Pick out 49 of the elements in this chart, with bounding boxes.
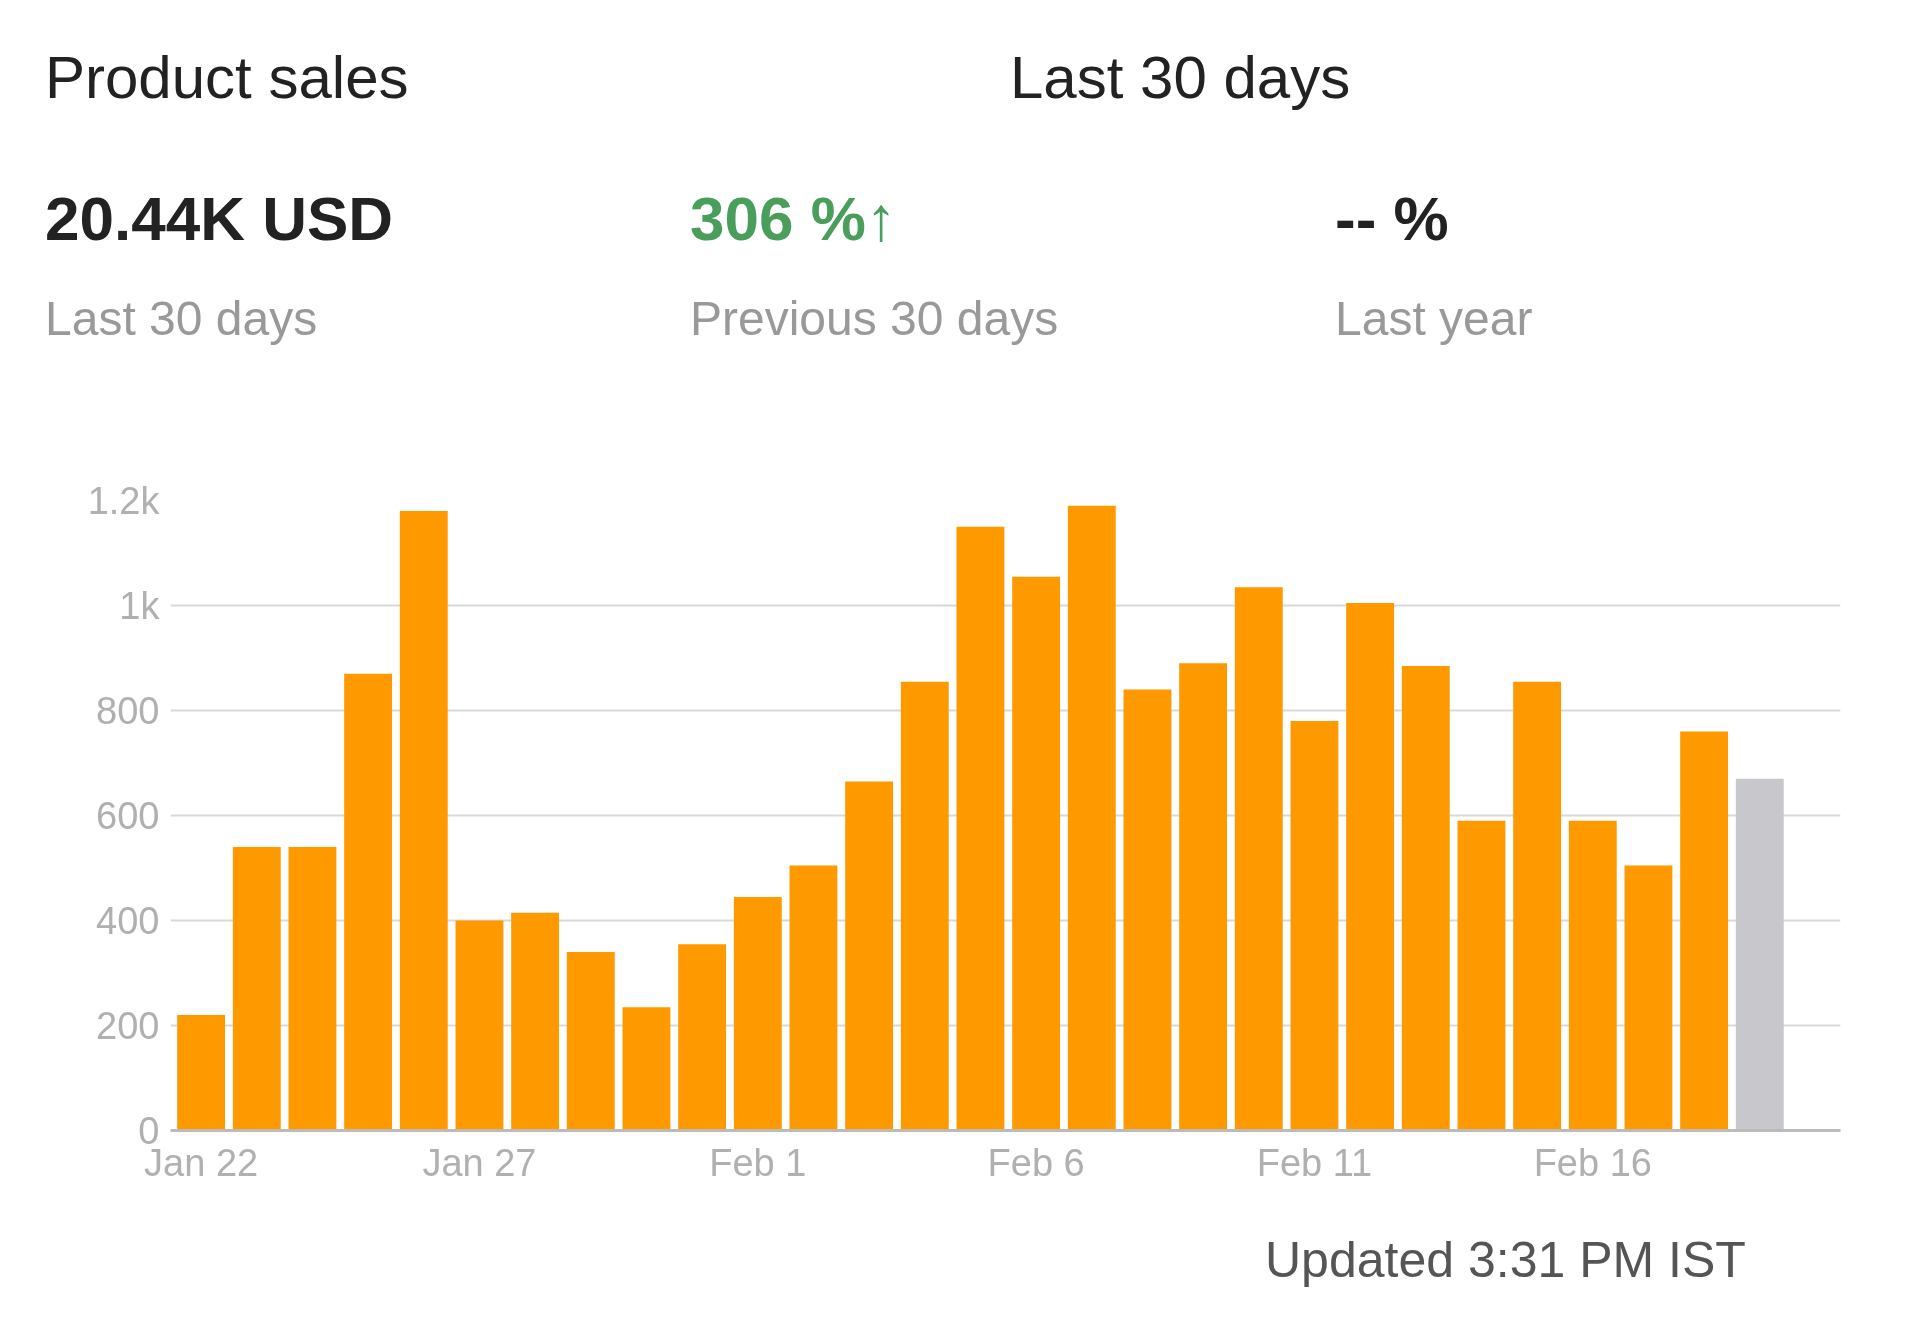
bar <box>1012 576 1061 1131</box>
text: Last 30 days <box>1010 43 1351 113</box>
y-tick-label: 400 <box>96 899 160 942</box>
chart-title: Product sales <box>45 43 409 113</box>
bar <box>900 681 949 1131</box>
text: Last year <box>1335 291 1533 347</box>
x-tick-label: Feb 16 <box>1533 1141 1652 1184</box>
x-tick-label: Feb 6 <box>987 1141 1085 1184</box>
y-tick-label: 200 <box>96 1004 160 1047</box>
x-tick-label: Jan 27 <box>422 1141 537 1184</box>
bar <box>845 781 894 1131</box>
text: Last 30 days <box>45 291 318 347</box>
bar <box>1123 689 1172 1131</box>
bar <box>1624 865 1673 1131</box>
bar <box>344 673 393 1131</box>
bar <box>1401 665 1450 1131</box>
bar <box>622 1007 671 1131</box>
x-tick-label: Feb 11 <box>1256 1141 1373 1184</box>
text: 306 %↑ <box>690 183 897 255</box>
bar <box>1735 778 1784 1131</box>
bar <box>1568 820 1617 1131</box>
y-tick-label: 600 <box>96 794 160 837</box>
text: -- % <box>1335 183 1449 255</box>
bar <box>956 526 1005 1131</box>
bar <box>1513 681 1562 1131</box>
x-tick-label: Feb 1 <box>709 1141 807 1184</box>
y-tick-label: 800 <box>96 689 160 732</box>
bar <box>1457 820 1506 1131</box>
bar <box>399 511 448 1131</box>
bar <box>733 896 782 1131</box>
text: 20.44K USD <box>45 183 394 255</box>
y-tick-label: 1k <box>119 584 161 627</box>
bar <box>1680 731 1729 1131</box>
bar <box>566 952 615 1131</box>
bar <box>232 847 281 1131</box>
bar <box>1067 505 1116 1131</box>
bar <box>177 1015 226 1131</box>
bar <box>288 847 337 1131</box>
bar <box>455 920 504 1131</box>
bar <box>1179 663 1228 1131</box>
bar <box>511 912 560 1131</box>
bar <box>789 865 838 1131</box>
bar <box>1234 587 1283 1131</box>
text: Updated 3:31 PM IST <box>1265 1231 1746 1290</box>
bar <box>678 944 727 1131</box>
y-tick-label: 1.2k <box>87 479 161 522</box>
text: Previous 30 days <box>690 291 1059 347</box>
bar <box>1290 721 1339 1131</box>
bar <box>1346 602 1395 1131</box>
